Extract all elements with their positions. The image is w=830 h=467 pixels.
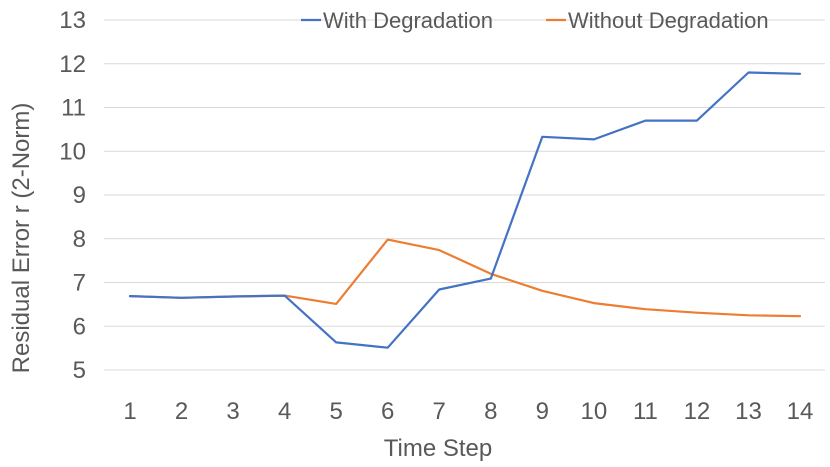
legend-label: Without Degradation (568, 8, 769, 33)
series-line-with-degradation (128, 71, 802, 349)
x-axis-title: Time Step (384, 435, 492, 462)
series-line-without-degradation (128, 238, 802, 318)
y-tick-label: 12 (59, 51, 86, 78)
x-tick-label: 3 (226, 398, 239, 425)
y-tick-label: 6 (73, 313, 86, 340)
x-tick-label: 13 (735, 398, 762, 425)
y-tick-label: 5 (73, 357, 86, 384)
x-tick-label: 8 (484, 398, 497, 425)
x-tick-label: 10 (581, 398, 608, 425)
y-axis-tick-labels: 5 6 7 8 9 10 11 12 13 (59, 7, 86, 384)
legend-item-without-degradation: Without Degradation (546, 8, 769, 33)
series-lines (128, 71, 802, 349)
x-axis-tick-labels: 1 2 3 4 5 6 7 8 9 10 11 12 13 14 (123, 398, 813, 425)
x-tick-label: 12 (684, 398, 711, 425)
x-tick-label: 14 (787, 398, 814, 425)
y-tick-label: 9 (73, 182, 86, 209)
x-tick-label: 9 (536, 398, 549, 425)
x-tick-label: 4 (278, 398, 291, 425)
x-tick-label: 1 (123, 398, 136, 425)
legend-label: With Degradation (323, 8, 493, 33)
x-tick-label: 5 (329, 398, 342, 425)
y-tick-label: 8 (73, 226, 86, 253)
x-tick-label: 6 (381, 398, 394, 425)
x-tick-label: 11 (633, 398, 658, 425)
y-tick-label: 11 (61, 95, 86, 122)
gridlines (104, 19, 825, 371)
y-tick-label: 13 (59, 7, 86, 34)
legend: With Degradation Without Degradation (301, 8, 769, 33)
x-tick-label: 7 (433, 398, 446, 425)
legend-item-with-degradation: With Degradation (301, 8, 493, 33)
y-tick-label: 7 (73, 270, 86, 297)
x-tick-label: 2 (175, 398, 188, 425)
y-axis-title: Residual Error r (2-Norm) (8, 103, 35, 374)
y-tick-label: 10 (59, 138, 86, 165)
